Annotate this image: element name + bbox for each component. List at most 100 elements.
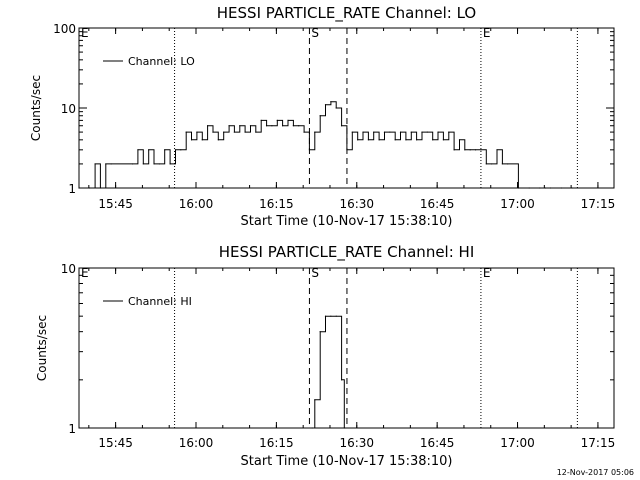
data-point [362,131,364,133]
data-point [416,139,418,141]
data-point [169,163,171,165]
x-tick-label: 15:45 [98,436,133,450]
data-point [528,187,530,189]
x-tick-label: 16:15 [259,197,294,211]
x-axis-label: Start Time (10-Nov-17 15:38:10) [241,454,453,469]
series-line-1 [79,101,572,189]
data-point [153,163,155,165]
x-tick-label: 16:30 [339,436,374,450]
data-point [190,139,193,141]
data-point [260,119,262,121]
data-point [346,149,348,151]
marker-label: S [311,26,319,40]
y-tick-label: 1 [68,422,76,436]
x-axis-label: Start Time (10-Nov-17 15:38:10) [241,214,453,229]
data-point [303,131,305,133]
data-point [185,131,187,133]
data-point [405,139,407,141]
data-point [212,131,214,133]
data-point [496,149,498,151]
data-point [223,131,225,133]
y-tick-label: 100 [53,22,76,36]
data-point [469,149,471,151]
data-point [560,187,562,189]
x-tick-label: 16:15 [259,436,294,450]
x-tick-label: 16:00 [179,197,214,211]
data-point [474,149,477,151]
data-point [105,163,107,165]
data-point [432,139,434,141]
legend-label: Channel: HI [128,295,192,308]
data-point [335,107,337,109]
x-tick-label: 17:00 [500,197,535,211]
y-tick-label: 1 [68,182,76,196]
y-axis-label: Counts/sec [35,315,49,381]
data-point [292,125,294,127]
data-point [282,125,284,127]
marker-label: S [311,266,319,280]
data-point [421,131,423,133]
chart-panel-1: HESSI PARTICLE_RATE Channel: LO 15:45 16:0… [29,4,615,229]
data-point [357,139,359,141]
data-point [383,131,386,133]
data-point [207,125,209,127]
data-point [335,315,337,317]
data-point [265,125,268,127]
x-tick-label: 16:45 [420,197,455,211]
data-point [330,315,332,317]
data-point [491,163,493,165]
data-point [319,331,321,333]
y-axis-label: Counts/sec [29,75,43,141]
data-point [324,104,327,106]
data-point [201,139,203,141]
data-point [78,187,80,189]
data-point [367,139,369,141]
x-tick-label: 17:00 [500,436,535,450]
data-point [351,131,353,133]
data-point [485,163,487,165]
chart-title: HESSI PARTICLE_RATE Channel: HI [219,243,475,262]
data-point [448,131,450,133]
data-point [233,131,236,133]
data-point [174,149,177,151]
data-point [426,131,428,133]
marker-label: E [483,266,491,280]
data-point [319,115,321,117]
data-point [255,131,257,133]
data-point [308,149,311,151]
data-point [137,149,139,151]
x-tick-label: 15:45 [98,197,133,211]
data-point [131,163,134,165]
x-tick-label: 16:30 [339,197,374,211]
marker-label: E [81,266,89,280]
data-point [343,427,345,429]
data-point [142,163,144,165]
data-point [314,131,316,133]
data-point [217,139,219,141]
data-point [244,131,246,133]
data-point [410,131,412,133]
data-point [517,187,520,189]
data-point [314,399,316,401]
x-tick-label: 17:15 [581,197,616,211]
y-tick-label: 10 [61,262,76,276]
chart-panel-2: HESSI PARTICLE_RATE Channel: HI 15:45 16:0… [35,243,615,469]
data-point [373,131,375,133]
data-point [89,187,91,189]
data-point [480,149,482,151]
data-point [158,163,160,165]
x-tick-label: 16:45 [420,436,455,450]
data-point [340,379,343,381]
data-point [399,131,402,133]
data-point [437,131,439,133]
x-tick-label: 17:15 [581,436,616,450]
data-point [311,427,313,429]
marker-label: E [81,26,89,40]
data-point [228,125,230,127]
series-line-1 [312,315,345,429]
x-tick-label: 16:00 [179,436,214,450]
data-point [196,131,198,133]
data-point [539,187,541,189]
data-point [442,139,445,141]
